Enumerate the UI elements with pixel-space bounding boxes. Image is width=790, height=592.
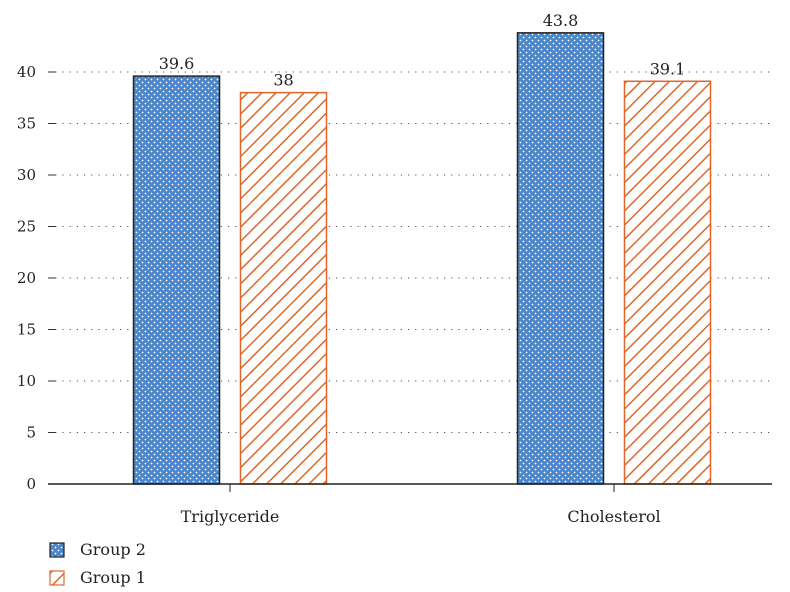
- y-tick-label: 10: [17, 372, 36, 390]
- y-tick-label: 5: [26, 424, 36, 442]
- y-tick-label: 20: [17, 269, 36, 287]
- data-label: 38: [273, 71, 293, 90]
- data-labels: 39.6 38 43.8 39.1: [159, 11, 686, 90]
- legend: Group 2 Group 1: [49, 540, 146, 587]
- data-label: 43.8: [543, 11, 579, 30]
- legend-swatch: [49, 570, 65, 586]
- legend-label: Group 2: [80, 540, 146, 559]
- y-tick-label: 35: [17, 115, 36, 133]
- y-axis-ticks: 0 5 10 15 20 25 30 35 40: [17, 63, 56, 493]
- y-tick-label: 30: [17, 166, 36, 184]
- legend-label: Group 1: [80, 568, 146, 587]
- data-label: 39.6: [159, 54, 195, 73]
- bar-group-2-triglyceride: [132, 75, 221, 485]
- data-label: 39.1: [650, 59, 686, 78]
- x-category-label: Triglyceride: [181, 507, 280, 526]
- legend-swatch: [49, 542, 65, 558]
- y-tick-label: 40: [17, 63, 36, 81]
- bar-group-1-triglyceride: [239, 91, 328, 485]
- y-tick-label: 0: [26, 475, 36, 493]
- y-tick-label: 15: [17, 321, 36, 339]
- x-category-label: Cholesterol: [567, 507, 660, 526]
- x-axis: Triglyceride Cholesterol: [48, 483, 772, 526]
- bars: [132, 32, 712, 485]
- bar-group-1-cholesterol: [623, 80, 712, 485]
- y-tick-label: 25: [17, 218, 36, 236]
- bar-group-2-cholesterol: [516, 32, 605, 485]
